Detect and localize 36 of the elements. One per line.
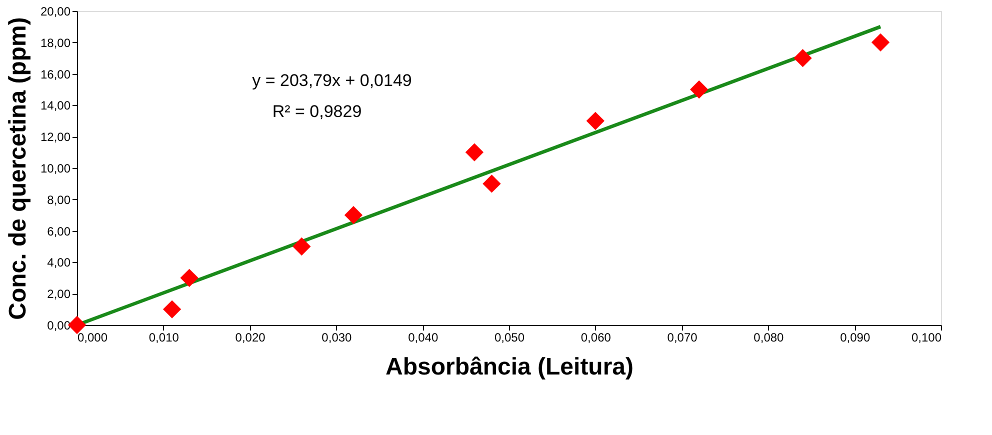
point [482,174,501,193]
y-tick-label: 12,00 [40,130,71,144]
x-tick-label: 0,100 [911,330,942,344]
point [871,33,890,52]
y-tick-label: 18,00 [40,36,71,50]
point [465,143,484,162]
x-tick-label: 0,060 [580,330,612,344]
x-axis-title: Absorbância (Leitura) [385,354,634,380]
y-tick-label: 10,00 [40,162,71,176]
x-tick-label: 0,030 [322,330,352,344]
annotation: y = 203,79x + 0,0149 [252,71,412,90]
y-tick-label: 16,00 [40,67,71,82]
x-tick-label: 0,090 [840,330,870,344]
point [794,49,812,68]
point [292,237,311,256]
y-tick-label: 6,00 [47,224,71,238]
y-tick-label: 14,00 [40,98,71,113]
x-tick-label: 0,080 [754,330,784,344]
point [344,206,363,224]
point [162,300,182,318]
point [690,80,708,99]
x-tick-label: 0,010 [148,330,180,344]
y-tick-label: 8,00 [47,192,71,207]
x-tick-label: 0,040 [408,330,438,344]
y-axis-title: Conc. de quercetina (ppm) [4,17,32,320]
point [180,268,198,287]
point [586,112,604,130]
x-tick-label: 0,050 [494,330,525,344]
y-tick-label: 0,00 [47,318,71,332]
x-tick-label: 0,070 [667,330,698,344]
x-tick-label: 0,000 [78,330,108,344]
y-tick-label: 20,00 [40,4,71,18]
x-tick-label: 0,020 [235,330,266,344]
annotation: R² = 0,9829 [272,102,362,121]
y-tick-label: 4,00 [47,256,71,270]
y-tick-label: 2,00 [47,287,71,302]
